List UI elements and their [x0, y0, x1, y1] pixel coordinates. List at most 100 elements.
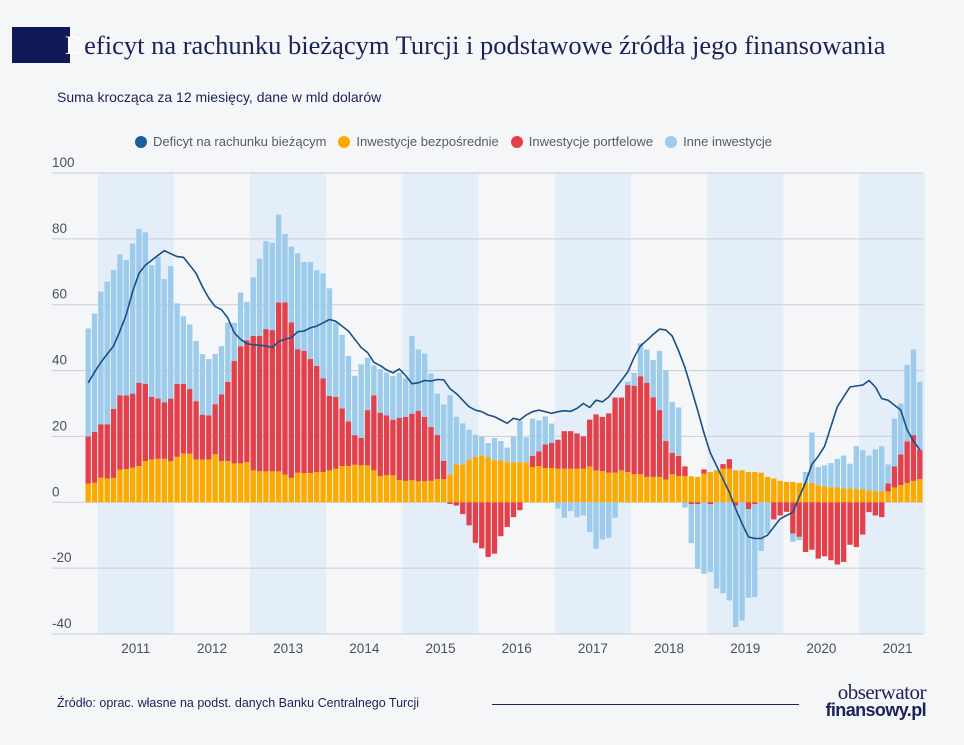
- year-band: [250, 173, 327, 634]
- bar-fdi: [783, 481, 790, 503]
- year-band: [97, 173, 174, 634]
- bar-portfolio: [441, 460, 447, 480]
- legend-item-other: Inne inwestycje: [665, 134, 772, 149]
- bar-fdi: [174, 456, 180, 503]
- bar-other: [244, 301, 250, 341]
- bar-portfolio: [650, 397, 656, 477]
- bar-fdi: [377, 475, 383, 503]
- bar-other: [733, 505, 739, 628]
- bar-portfolio: [187, 389, 193, 454]
- bar-portfolio: [682, 466, 688, 477]
- bar-fdi: [726, 468, 733, 503]
- bar-other: [377, 369, 383, 413]
- x-tick-label: 2012: [197, 641, 227, 656]
- bar-other: [434, 393, 441, 436]
- bar-portfolio: [745, 502, 752, 510]
- bar-portfolio: [910, 435, 917, 481]
- bar-other: [396, 372, 402, 418]
- bar-fdi: [326, 470, 333, 503]
- bar-fdi: [352, 464, 358, 503]
- bar-other: [828, 463, 834, 488]
- x-tick-label: 2014: [349, 641, 380, 656]
- bar-portfolio: [688, 502, 694, 505]
- bar-portfolio: [212, 404, 218, 455]
- bar-other: [599, 502, 606, 540]
- bar-fdi: [225, 461, 231, 503]
- bar-other: [714, 502, 720, 589]
- bar-other: [320, 273, 326, 379]
- bar-other: [345, 356, 352, 422]
- source-note: Źródło: oprac. własne na podst. danych B…: [57, 696, 420, 710]
- bar-other: [383, 372, 390, 416]
- bar-other: [155, 256, 161, 399]
- bar-portfolio: [136, 382, 142, 467]
- bar-portfolio: [885, 483, 891, 492]
- bar-other: [168, 266, 174, 399]
- bar-other: [625, 381, 631, 386]
- bar-other: [656, 350, 663, 411]
- bar-fdi: [358, 465, 364, 503]
- bar-other: [548, 423, 555, 444]
- bar-other: [307, 261, 314, 360]
- bar-fdi: [720, 468, 726, 503]
- bar-portfolio: [460, 502, 466, 515]
- bar-other: [269, 242, 275, 331]
- y-tick-label: 60: [52, 287, 67, 302]
- bar-fdi: [91, 482, 98, 503]
- bar-other: [561, 502, 567, 518]
- bar-other: [752, 504, 758, 598]
- logo-line1: obserwator: [837, 680, 927, 704]
- bar-fdi: [104, 478, 110, 503]
- bar-other: [815, 467, 821, 486]
- bar-portfolio: [295, 349, 301, 473]
- bar-fdi: [168, 461, 174, 503]
- y-tick-label: 100: [52, 155, 75, 170]
- bar-fdi: [898, 485, 904, 503]
- bar-fdi: [656, 476, 663, 503]
- bar-fdi: [510, 462, 517, 503]
- y-tick-label: 20: [52, 418, 67, 433]
- bar-fdi: [606, 472, 612, 503]
- bar-other: [491, 438, 498, 461]
- bar-other: [840, 455, 847, 489]
- bar-other: [256, 258, 263, 336]
- bar-portfolio: [752, 502, 758, 505]
- bar-fdi: [650, 476, 656, 503]
- bar-other: [263, 241, 269, 330]
- bar-portfolio: [777, 502, 783, 516]
- bar-fdi: [142, 461, 148, 503]
- bar-other: [295, 253, 301, 350]
- bar-portfolio: [783, 502, 790, 512]
- bar-other: [174, 303, 180, 384]
- bar-portfolio: [707, 502, 713, 505]
- legend-item-portfolio: Inwestycje portfelowe: [510, 134, 653, 149]
- bar-fdi: [136, 466, 142, 503]
- bar-portfolio: [206, 415, 212, 460]
- bar-portfolio: [339, 408, 345, 467]
- bar-other: [682, 502, 688, 508]
- bar-portfolio: [504, 502, 510, 527]
- bar-portfolio: [606, 413, 612, 473]
- y-tick-label: 80: [52, 221, 67, 236]
- bar-other: [675, 407, 682, 456]
- bar-other: [142, 232, 148, 384]
- bar-portfolio: [802, 502, 809, 553]
- bar-portfolio: [98, 424, 104, 478]
- bar-portfolio: [587, 419, 593, 467]
- bar-fdi: [536, 466, 542, 503]
- bar-portfolio: [326, 395, 333, 471]
- bar-portfolio: [644, 382, 650, 477]
- bar-portfolio: [694, 502, 701, 505]
- bar-portfolio: [244, 340, 250, 463]
- bar-fdi: [453, 464, 460, 503]
- legend-item-deficit: Deficyt na rachunku bieżącym: [135, 134, 326, 149]
- bar-other: [485, 443, 491, 458]
- bar-fdi: [396, 480, 402, 503]
- bar-portfolio: [879, 502, 885, 518]
- bar-fdi: [879, 491, 885, 503]
- bar-portfolio: [542, 444, 548, 469]
- bar-portfolio: [168, 398, 174, 462]
- bar-portfolio: [142, 383, 148, 462]
- year-band: [707, 173, 784, 634]
- bar-fdi: [631, 474, 637, 503]
